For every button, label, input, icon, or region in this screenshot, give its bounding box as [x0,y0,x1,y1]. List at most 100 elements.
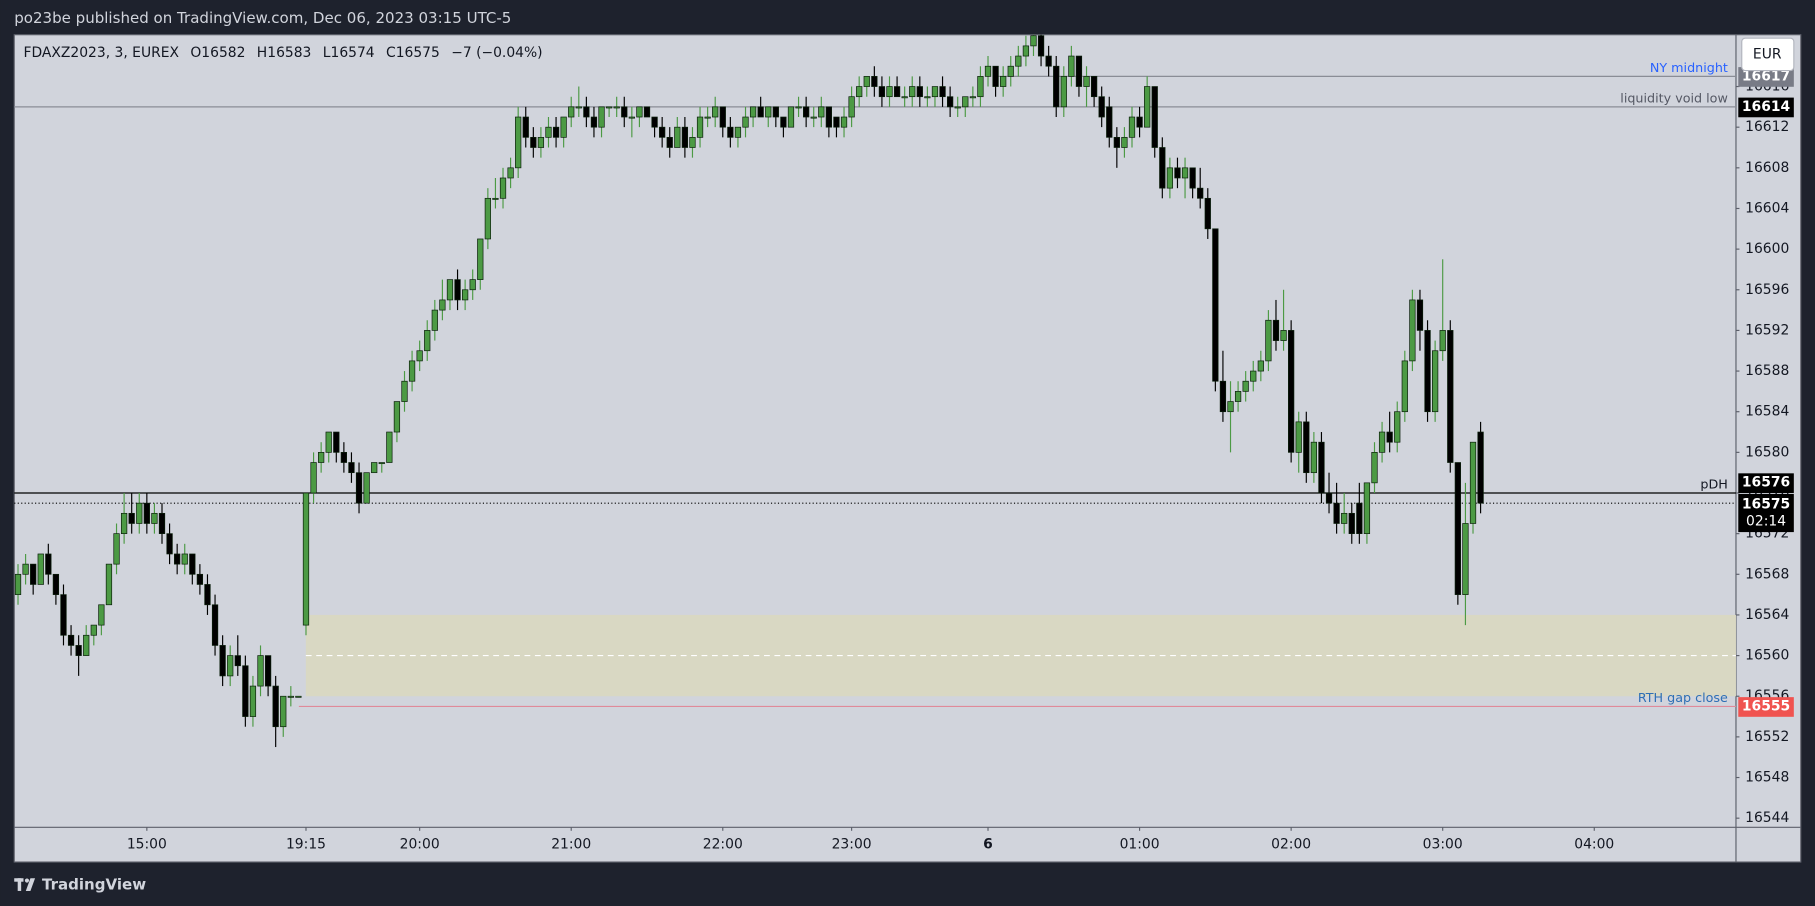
candle-body [1060,76,1067,108]
candle-body [704,116,711,119]
currency-button[interactable] [1741,37,1795,72]
candle-body [477,238,484,280]
candle-body [249,685,257,717]
candle-body [810,116,817,119]
legend-label: C [386,45,396,61]
candle-body [401,380,408,402]
candle-body [772,106,779,118]
candle-body [696,116,704,138]
candle-body [916,86,923,98]
x-tick-label: 23:00 [832,837,872,853]
price-badge [1738,97,1794,118]
candle-body [666,136,673,148]
candle-body [1318,441,1325,494]
y-tick-label: 16584 [1745,404,1789,420]
candle-body [484,197,491,240]
level-label: NY midnight [1650,60,1728,75]
candle-body [52,573,60,595]
header-text: po23be published on TradingView.com, Dec… [14,9,511,27]
candle-body [310,462,317,494]
candle-body [757,106,764,118]
candle-body [454,279,461,301]
candle-body [1227,401,1234,413]
candle-body [355,472,363,504]
candle-body [1265,319,1272,362]
candle-body [1007,65,1014,77]
candle-body [939,86,946,98]
legend-label: L [323,45,331,61]
candle-body [515,116,522,169]
candle-body [507,167,514,179]
y-tick-label: 16552 [1745,729,1789,745]
candle-body [621,106,628,118]
candle-body [613,106,620,109]
candle-body [416,350,423,362]
candle-body [462,289,469,301]
candle-body [67,634,75,646]
candle-body [424,330,431,352]
candle-body [1454,462,1461,595]
candle-body [643,106,651,118]
candle-body [492,197,499,200]
candle-body [14,573,22,595]
candle-body [287,695,294,698]
candle-body [1098,96,1105,118]
candle-body [871,76,878,87]
x-tick-label: 03:00 [1423,837,1463,853]
candle-body [636,106,643,118]
candle-body [219,645,226,677]
y-tick-label: 16600 [1745,241,1789,257]
candle-body [113,533,120,565]
candle-body [120,512,128,534]
candle-body [1447,330,1454,463]
candle-body [318,452,325,463]
candle-body [856,86,863,98]
candle-body [1424,330,1431,413]
legend-label: H [257,45,267,61]
candle-body [605,106,613,109]
x-tick-label: 04:00 [1574,837,1614,853]
candle-body [537,136,545,148]
candle-body [818,106,825,118]
y-tick-label: 16560 [1745,648,1789,664]
candle-body [522,116,529,138]
y-tick-label: 16588 [1745,363,1789,379]
y-tick-label: 16568 [1745,566,1789,582]
candle-body [681,126,689,148]
price-badge-label: 16576 [1742,475,1790,491]
y-tick-label: 16596 [1745,282,1789,298]
currency-label[interactable]: EUR [1753,46,1782,62]
candle-body [204,584,211,606]
candle-body [977,76,984,98]
x-tick-label: 15:00 [127,837,167,853]
candle-body [1401,360,1408,413]
candle-body [1159,147,1166,189]
candle-body [1378,431,1386,453]
legend-label: O [190,45,201,61]
candle-body [1015,55,1022,67]
candle-body [719,106,726,128]
candle-body [947,96,954,108]
footer-brand: TradingView [42,876,146,894]
candle-body [469,279,476,291]
candle-body [552,126,560,138]
candle-body [1280,330,1287,341]
candle-body [45,553,52,575]
candle-body [166,533,173,555]
candle-body [136,502,143,524]
price-badge-label: 16617 [1742,68,1790,84]
candle-body [1121,136,1128,148]
zone-layer [305,614,1736,697]
y-tick-label: 16604 [1745,200,1789,216]
candle-body [1333,502,1340,524]
candle-body [590,116,598,128]
candle-body [1431,350,1439,413]
legend-value: 16575 [396,45,440,61]
candle-body [1128,116,1136,138]
candle-body [901,96,908,99]
price-badge [1738,697,1794,717]
candle-body [1204,197,1211,230]
candle-body [1113,136,1120,148]
candle-body [954,106,961,109]
candle-body [924,96,931,99]
